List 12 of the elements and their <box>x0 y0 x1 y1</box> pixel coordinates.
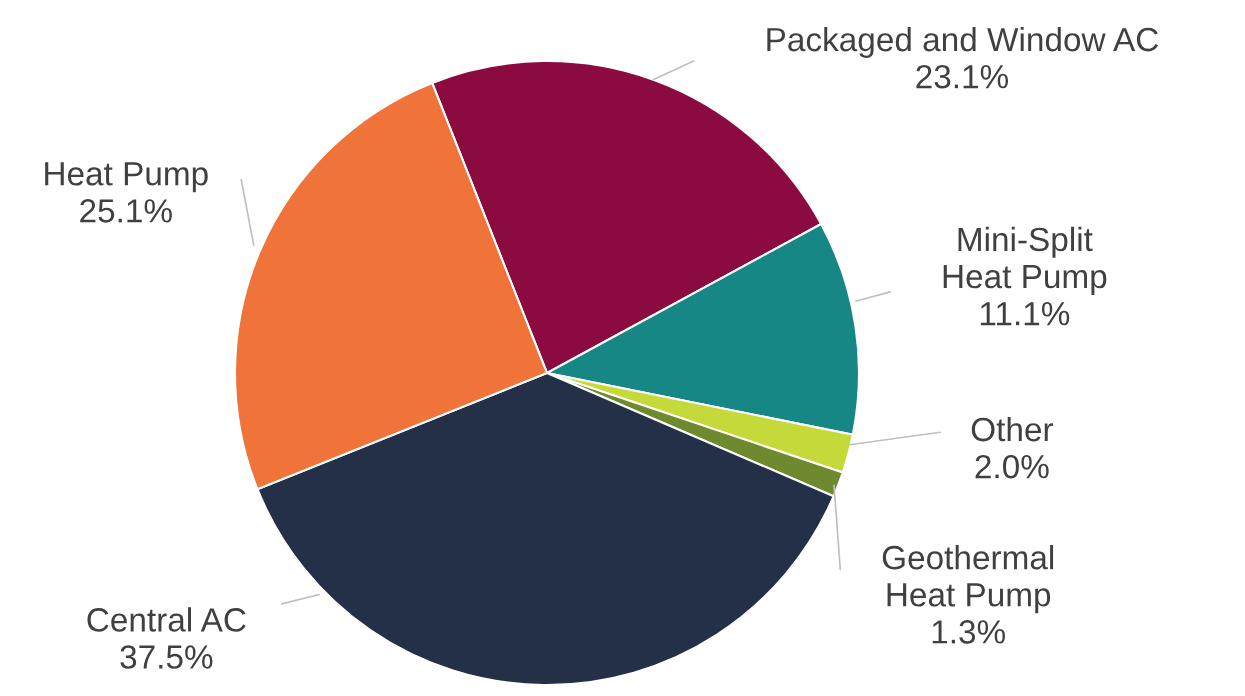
slice-label: Mini-Split Heat Pump <box>943 226 1107 295</box>
slice-label: Geothermal Heat Pump <box>882 544 1054 614</box>
data-label: 23.1% <box>916 64 1009 89</box>
slice-label: Central AC <box>87 607 246 632</box>
data-label: 2.0% <box>975 454 1049 479</box>
data-label: 37.5% <box>120 645 213 669</box>
slice-label: Packaged and Window AC <box>767 26 1159 58</box>
slice-label: Other <box>971 416 1054 442</box>
data-label: 11.1% <box>980 302 1070 326</box>
data-label: 1.3% <box>932 620 1005 644</box>
slice-label: Heat Pump <box>45 162 208 193</box>
data-label: 25.1% <box>80 199 172 223</box>
